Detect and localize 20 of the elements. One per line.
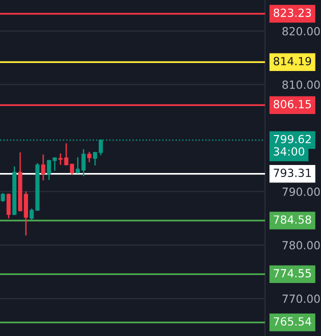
ref-line-label: 793.31 [274,168,311,178]
candlestick [87,152,92,162]
ref-line-label: 784.58 [274,215,312,224]
candlestick [24,191,28,236]
y-tick-label: 810.00 [282,80,320,89]
ref-line-label: 806.15 [274,100,311,108]
ref-line-label: 823.23 [274,8,311,17]
candlestick [41,154,46,180]
y-tick-label: 820.00 [282,27,320,36]
ref-line-label: 799.62 [274,134,311,144]
ref-line-label: 774.55 [274,269,311,278]
y-tick-label: 770.00 [282,294,320,303]
y-tick-label: 780.00 [282,241,320,250]
candlestick [6,194,11,218]
candlestick [0,194,5,201]
ref-line-label: 765.54 [274,317,312,326]
y-tick-label: 790.00 [282,188,320,196]
candlestick [18,152,22,212]
ref-line-label: 814.19 [274,56,312,66]
text: 34:00 [274,147,304,156]
